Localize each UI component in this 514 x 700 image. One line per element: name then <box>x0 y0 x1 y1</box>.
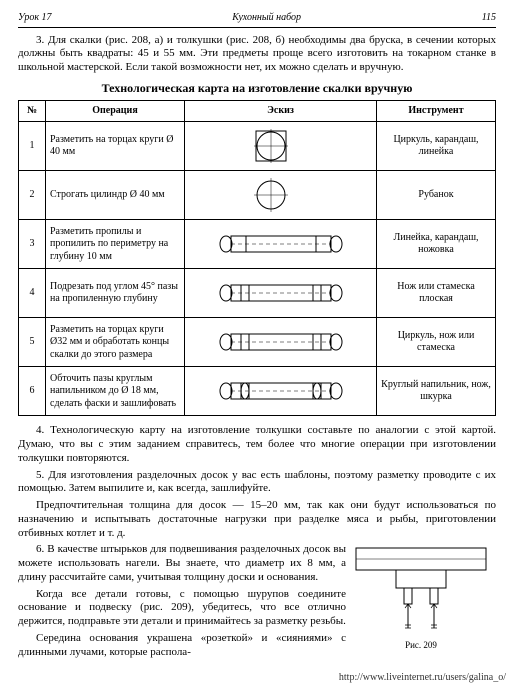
cell-sketch <box>185 171 377 220</box>
cell-op: Разметить на торцах круги Ø32 мм и обраб… <box>46 318 185 367</box>
cell-sketch <box>185 318 377 367</box>
cell-op: Разметить пропилы и пропилить по перимет… <box>46 220 185 269</box>
figure-209 <box>351 543 491 638</box>
cell-tool: Линейка, карандаш, ножовка <box>377 220 496 269</box>
header-center: Кухонный набор <box>232 12 301 25</box>
para-5b: Предпочтительная толщина для досок — 15–… <box>18 499 496 540</box>
table-row: 4Подрезать под углом 45° пазы на пропиле… <box>19 269 496 318</box>
para-4: 4. Технологическую карту на изготовление… <box>18 424 496 465</box>
intro-para: 3. Для скалки (рис. 208, а) и толкушки (… <box>18 34 496 75</box>
cell-tool: Круглый напильник, нож, шкурка <box>377 367 496 416</box>
footer-url: http://www.liveinternet.ru/users/galina_… <box>0 670 514 687</box>
cell-num: 3 <box>19 220 46 269</box>
cell-tool: Циркуль, карандаш, линейка <box>377 122 496 171</box>
table-row: 3Разметить пропилы и пропилить по периме… <box>19 220 496 269</box>
cell-tool: Нож или стамеска плоская <box>377 269 496 318</box>
figure-caption: Рис. 209 <box>405 640 437 650</box>
cell-num: 4 <box>19 269 46 318</box>
cell-num: 5 <box>19 318 46 367</box>
col-num: № <box>19 100 46 122</box>
cell-op: Разметить на торцах круги Ø 40 мм <box>46 122 185 171</box>
para-6b: Когда все детали готовы, с помощью шуруп… <box>18 588 346 629</box>
para-6: 6. В качестве штырьков для подвешивания … <box>18 543 346 584</box>
para-6c: Середина основания украшена «розеткой» и… <box>18 632 346 660</box>
cell-num: 6 <box>19 367 46 416</box>
cell-sketch <box>185 122 377 171</box>
col-tool: Инструмент <box>377 100 496 122</box>
table-title: Технологическая карта на изготовление ск… <box>18 81 496 96</box>
header-left: Урок 17 <box>18 12 52 25</box>
col-op: Операция <box>46 100 185 122</box>
table-row: 6Обточить пазы круглым напильником до Ø … <box>19 367 496 416</box>
cell-op: Подрезать под углом 45° пазы на пропилен… <box>46 269 185 318</box>
page-number: 115 <box>482 12 496 25</box>
table-row: 5Разметить на торцах круги Ø32 мм и обра… <box>19 318 496 367</box>
col-sketch: Эскиз <box>185 100 377 122</box>
cell-sketch <box>185 367 377 416</box>
cell-tool: Рубанок <box>377 171 496 220</box>
cell-sketch <box>185 220 377 269</box>
cell-op: Обточить пазы круглым напильником до Ø 1… <box>46 367 185 416</box>
table-row: 1Разметить на торцах круги Ø 40 мм Циркул… <box>19 122 496 171</box>
tech-table: № Операция Эскиз Инструмент 1Разметить н… <box>18 100 496 417</box>
cell-num: 2 <box>19 171 46 220</box>
table-row: 2Строгать цилиндр Ø 40 мм Рубанок <box>19 171 496 220</box>
cell-sketch <box>185 269 377 318</box>
cell-tool: Циркуль, нож или стамеска <box>377 318 496 367</box>
cell-num: 1 <box>19 122 46 171</box>
cell-op: Строгать цилиндр Ø 40 мм <box>46 171 185 220</box>
para-5: 5. Для изготовления разделочных досок у … <box>18 469 496 497</box>
